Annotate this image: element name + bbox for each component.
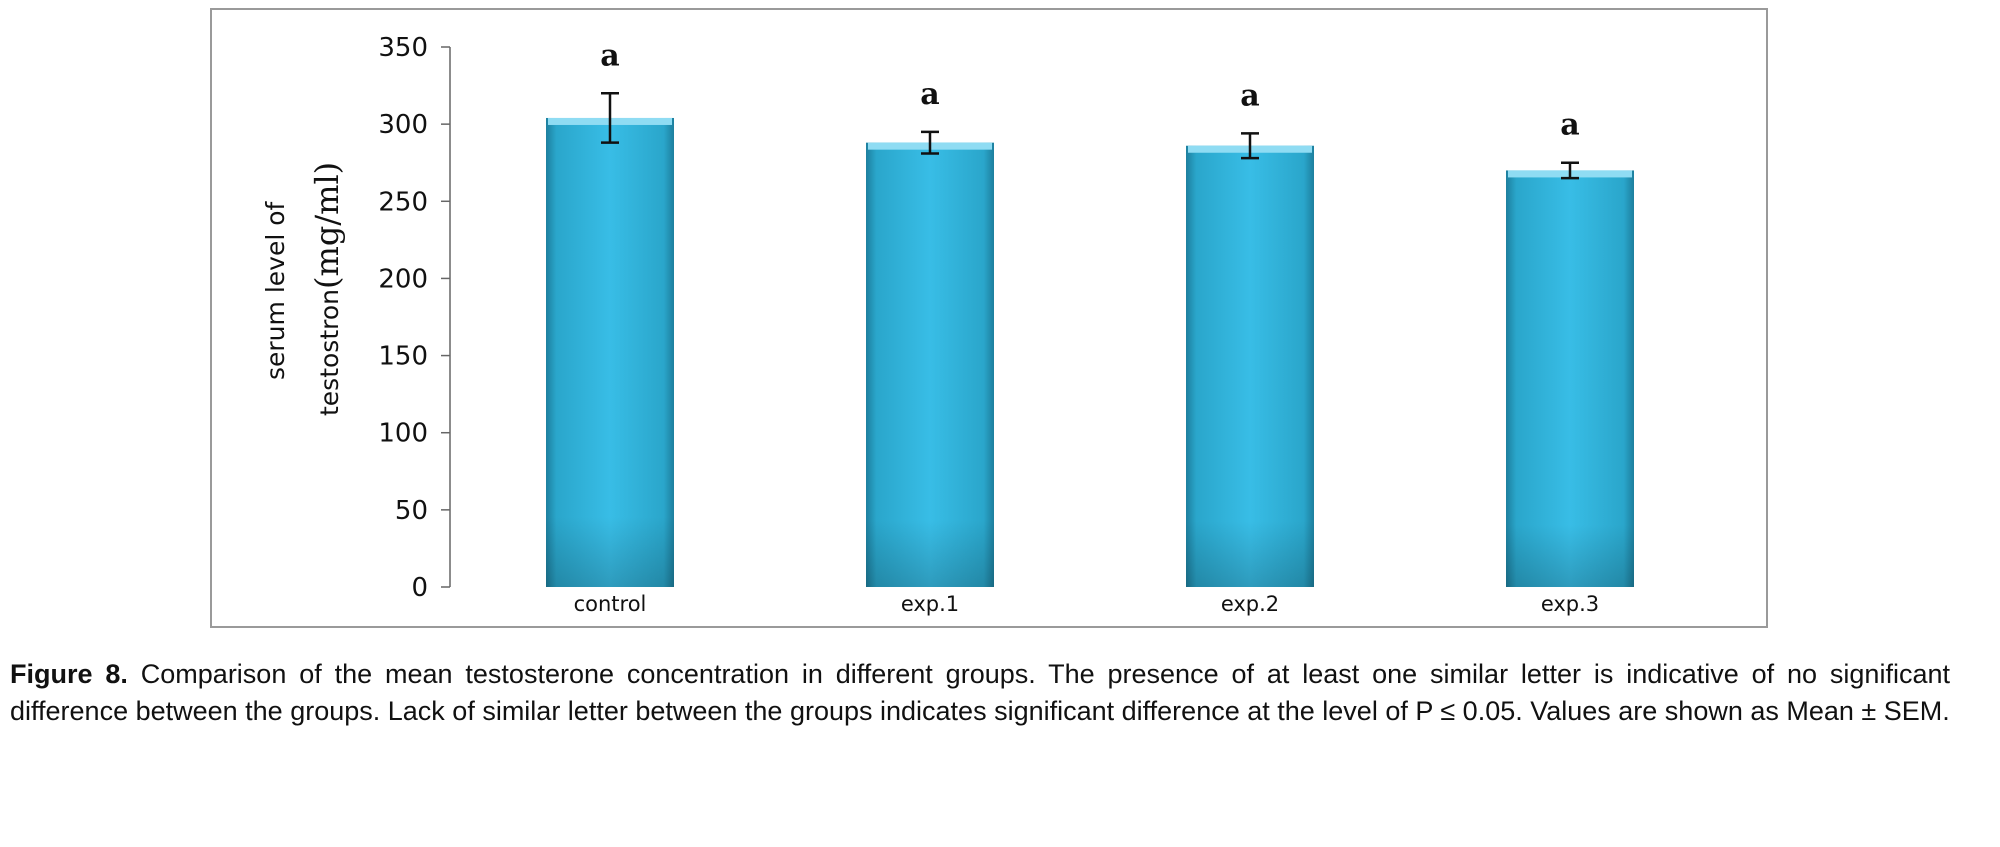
- bar-exp.1: [866, 142, 994, 587]
- significance-letter: a: [920, 77, 939, 112]
- significance-letter: a: [600, 38, 619, 73]
- ylabel-line1: serum level of: [261, 200, 290, 380]
- caption-label: Figure 8.: [10, 659, 128, 689]
- y-tick-label: 350: [378, 33, 428, 63]
- bar-exp.2: [1186, 145, 1314, 587]
- y-tick-label: 300: [378, 110, 428, 140]
- significance-letter: a: [1560, 108, 1579, 143]
- bar-shade: [1506, 170, 1634, 587]
- bar-shade: [866, 142, 994, 587]
- y-tick-label: 250: [378, 187, 428, 217]
- error-bar-exp.1: [921, 130, 939, 155]
- y-tick-label: 150: [378, 342, 428, 372]
- y-tick-label: 200: [378, 264, 428, 294]
- error-bars: [601, 92, 1579, 180]
- bar-shade: [546, 117, 674, 587]
- y-tick-label: 100: [378, 419, 428, 449]
- x-category-label: exp.1: [901, 592, 959, 616]
- x-category-label: exp.3: [1541, 592, 1599, 616]
- y-axis: 0 50 100 150 200 250 300 350: [378, 33, 451, 603]
- significance-letters: a a a a: [600, 38, 1579, 142]
- ylabel-name: testostron: [315, 289, 344, 416]
- y-axis-label: serum level of testostron(mg/ml): [261, 162, 346, 416]
- x-category-label: exp.2: [1221, 592, 1279, 616]
- y-tick-label: 50: [395, 496, 428, 526]
- bar-shade: [1186, 145, 1314, 587]
- bar-control: [546, 117, 674, 587]
- x-category-label: control: [574, 592, 647, 616]
- error-bar-control: [601, 92, 619, 144]
- error-bar-exp.2: [1241, 132, 1259, 160]
- error-bar-exp.3: [1561, 161, 1579, 180]
- caption-text: Comparison of the mean testosterone conc…: [10, 659, 1950, 726]
- bars: [546, 117, 1634, 587]
- ylabel-unit: (mg/ml): [308, 162, 346, 289]
- bar-exp.3: [1506, 170, 1634, 587]
- significance-letter: a: [1240, 78, 1259, 113]
- figure-caption: Figure 8. Comparison of the mean testost…: [10, 656, 1950, 730]
- y-tick-label: 0: [411, 573, 428, 603]
- x-axis-labels: control exp.1 exp.2 exp.3: [574, 592, 1600, 616]
- ylabel-line2: testostron(mg/ml): [308, 162, 346, 416]
- bar-chart: serum level of testostron(mg/ml) 0 50 100 1…: [261, 33, 1634, 616]
